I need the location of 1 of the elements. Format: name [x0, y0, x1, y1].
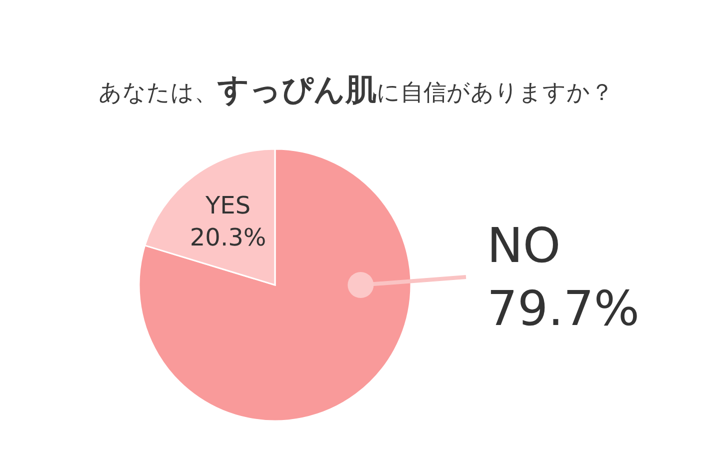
title: あなたは、すっぴん肌に自信がありますか？: [98, 72, 614, 108]
